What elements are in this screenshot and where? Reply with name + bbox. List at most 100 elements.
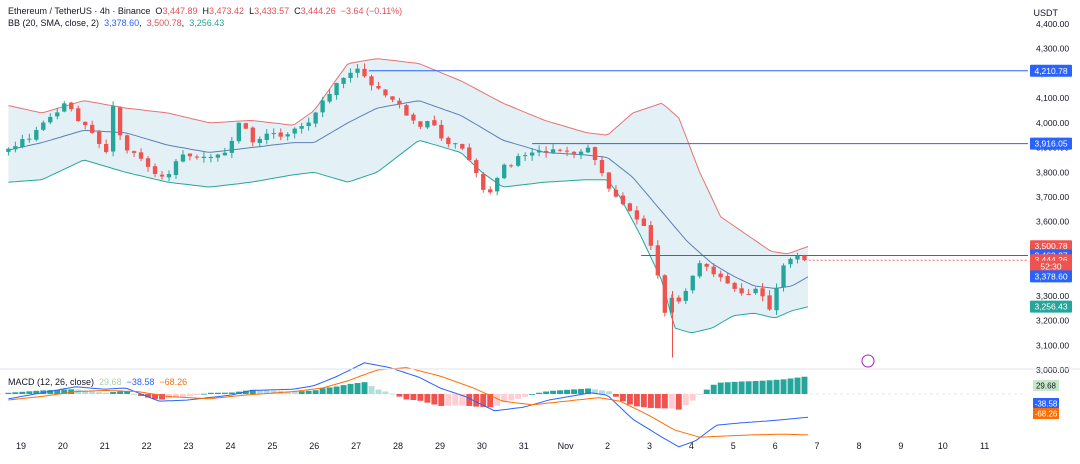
candle-body[interactable] [208,157,214,159]
candle-body[interactable] [173,161,179,176]
candle-body[interactable] [515,156,521,166]
candle-body[interactable] [767,295,772,310]
candle-body[interactable] [690,275,695,291]
candle-body[interactable] [446,137,451,144]
candle-body[interactable] [341,77,346,84]
candle-body[interactable] [739,288,744,294]
candle-body[interactable] [229,140,235,153]
candle-body[interactable] [683,290,688,301]
candle-body[interactable] [131,151,137,153]
candle-body[interactable] [488,189,493,193]
candle-body[interactable] [425,121,430,128]
candle-body[interactable] [467,147,472,161]
candle-body[interactable] [187,153,193,157]
candle-body[interactable] [606,172,612,189]
candle-body[interactable] [34,130,39,140]
candle-body[interactable] [292,128,297,134]
candle-body[interactable] [662,275,667,313]
candle-body[interactable] [502,164,507,179]
candle-body[interactable] [243,123,248,129]
candle-body[interactable] [788,258,793,265]
candle-body[interactable] [397,100,402,105]
symbol-legend[interactable]: Ethereum / TetherUS · 4h · Binance O3,44… [8,6,402,16]
candle-body[interactable] [278,132,283,137]
candle-body[interactable] [201,156,207,159]
candle-body[interactable] [250,127,255,143]
candle-body[interactable] [83,121,88,126]
candle-body[interactable] [802,255,807,261]
candle-body[interactable] [159,174,165,177]
candle-body[interactable] [550,149,556,153]
candle-body[interactable] [439,124,444,139]
candle-body[interactable] [613,189,619,197]
macd-signal-line[interactable] [8,367,809,438]
candle-body[interactable] [453,143,458,145]
lightning-icon[interactable] [861,354,875,368]
candle-body[interactable] [432,120,437,126]
candle-body[interactable] [355,68,360,73]
candle-body[interactable] [474,160,479,173]
candle-body[interactable] [6,148,11,152]
macd-pane[interactable] [0,362,1024,448]
bb-legend[interactable]: BB (20, SMA, close, 2) 3,378.60, 3,500.7… [8,18,225,28]
candle-body[interactable] [313,112,318,124]
candle-body[interactable] [348,72,353,79]
candle-body[interactable] [13,146,18,150]
candle-body[interactable] [166,174,172,178]
candle-body[interactable] [718,273,723,278]
candle-body[interactable] [152,166,158,174]
candle-body[interactable] [320,100,325,113]
candle-body[interactable] [732,282,737,289]
candle-body[interactable] [411,114,416,121]
candle-body[interactable] [362,68,367,77]
candle-body[interactable] [760,288,765,297]
candle-body[interactable] [103,143,109,153]
candle-body[interactable] [404,105,409,116]
candle-body[interactable] [774,288,779,311]
candle-body[interactable] [41,122,46,130]
candle-body[interactable] [509,165,514,167]
candle-body[interactable] [257,138,262,143]
candle-body[interactable] [495,178,500,192]
candle-body[interactable] [536,150,542,153]
candle-body[interactable] [585,147,591,153]
candle-body[interactable] [236,122,241,142]
candle-body[interactable] [578,151,584,155]
candle-body[interactable] [215,154,221,158]
candle-body[interactable] [138,152,144,159]
bb-lower-line[interactable] [8,140,809,334]
candle-body[interactable] [641,218,647,226]
candle-body[interactable] [20,139,25,148]
price-pane[interactable] [6,58,1028,368]
candle-body[interactable] [704,263,709,267]
candle-body[interactable] [285,134,290,137]
candle-body[interactable] [55,112,60,117]
candle-body[interactable] [481,173,486,190]
candle-body[interactable] [557,149,563,151]
macd-legend[interactable]: MACD (12, 26, close) 29.68 −38.58 −68.26 [8,377,187,387]
candle-body[interactable] [571,151,577,154]
candle-body[interactable] [180,154,186,162]
candle-body[interactable] [648,225,654,246]
candle-body[interactable] [460,143,465,149]
candle-body[interactable] [655,245,660,276]
candle-body[interactable] [725,276,730,284]
candle-body[interactable] [90,124,95,133]
candle-body[interactable] [334,83,339,96]
candle-body[interactable] [69,102,74,110]
candle-body[interactable] [327,94,332,102]
candle-body[interactable] [48,116,53,123]
candle-body[interactable] [669,297,674,313]
candle-body[interactable] [543,150,549,153]
candle-body[interactable] [27,138,32,140]
candle-body[interactable] [117,107,123,136]
candle-body[interactable] [264,133,269,140]
candle-body[interactable] [627,203,633,211]
candle-body[interactable] [369,76,374,86]
candle-body[interactable] [697,263,702,277]
candle-body[interactable] [390,96,395,100]
candle-body[interactable] [418,121,423,127]
candle-body[interactable] [110,106,116,152]
macd-line[interactable] [8,362,809,448]
